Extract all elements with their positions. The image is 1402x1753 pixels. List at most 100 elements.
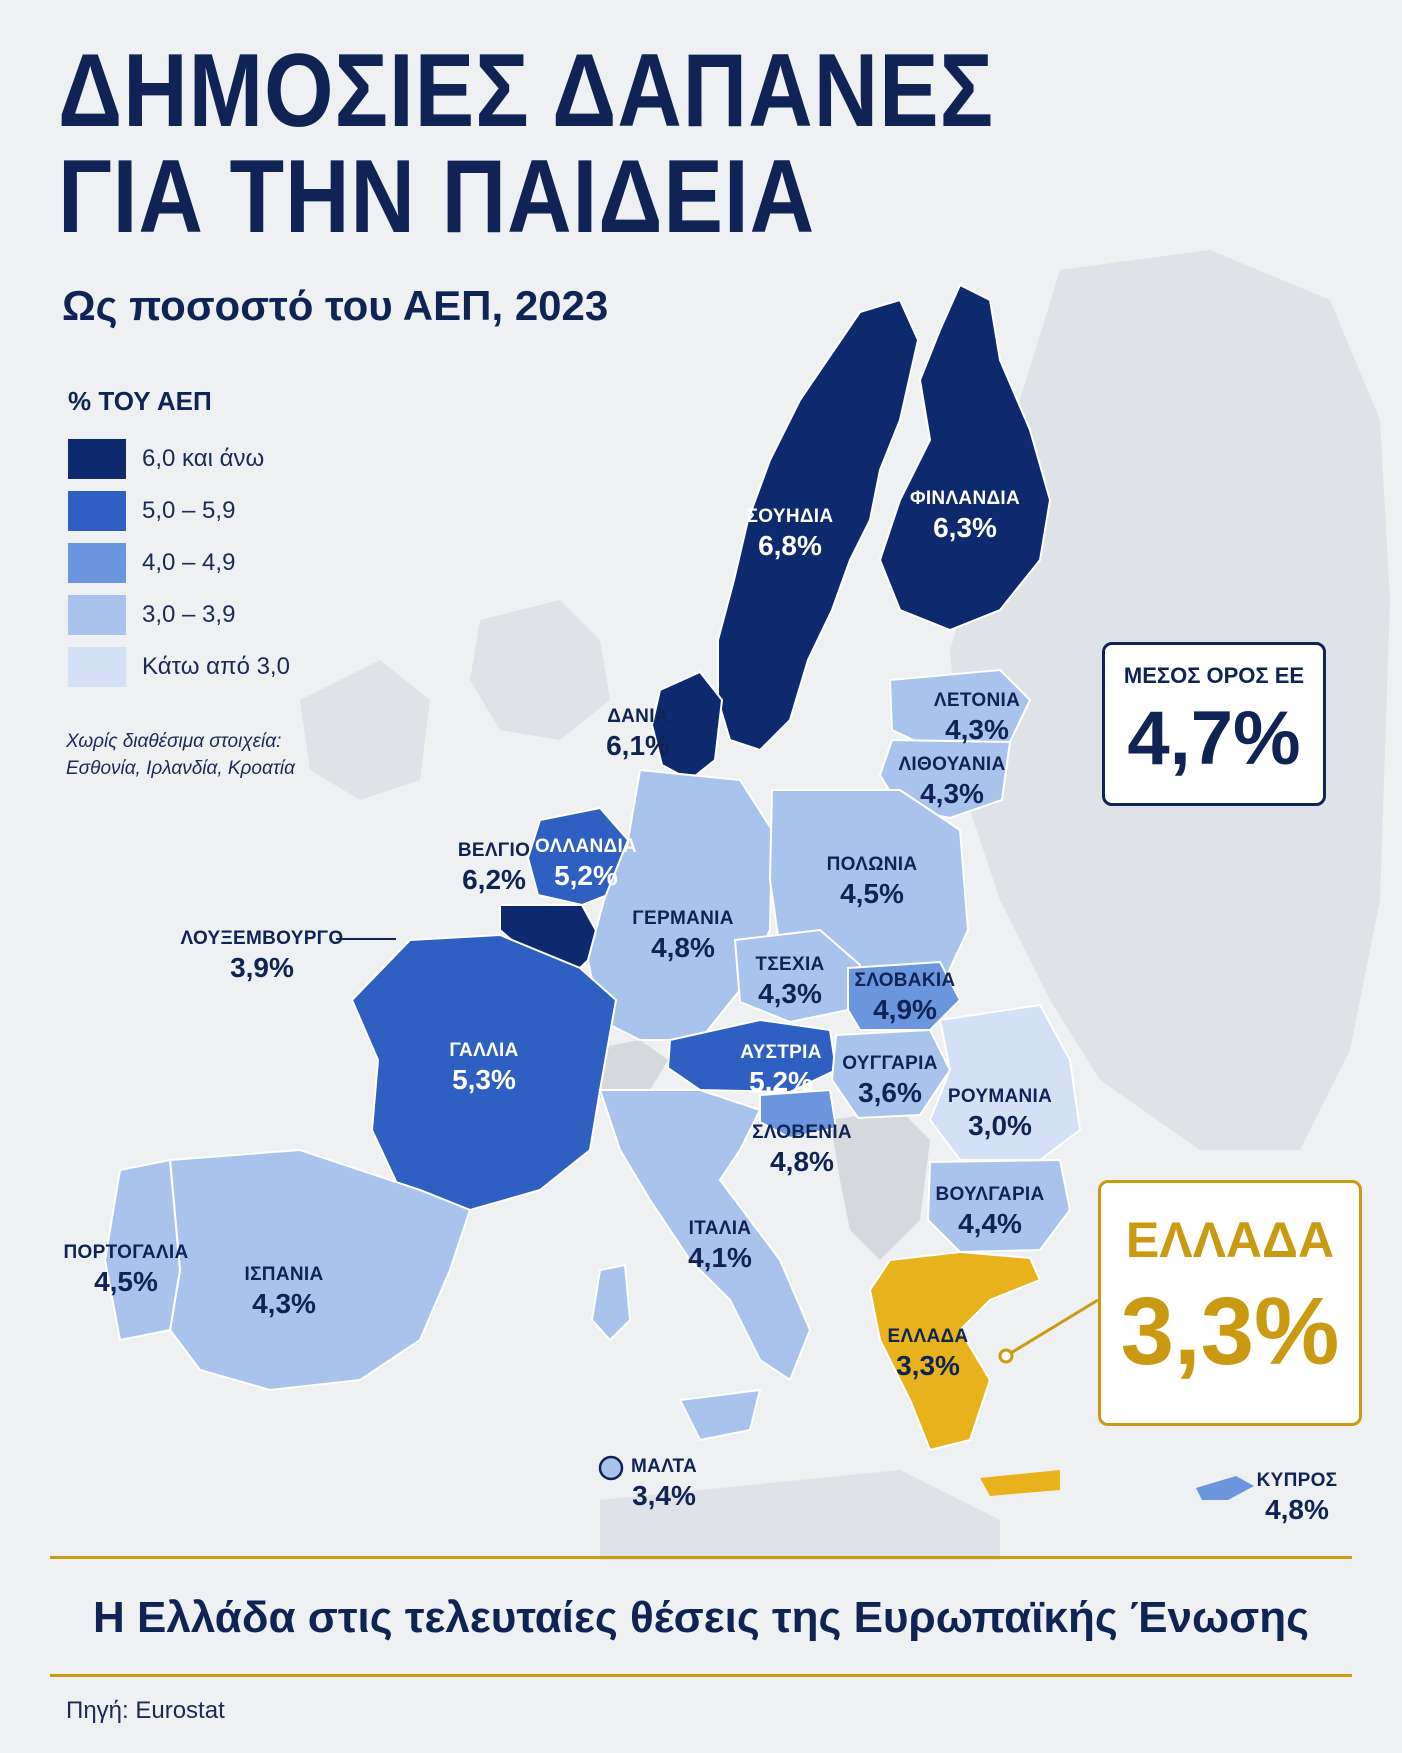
country-value: 6,2% [462,864,526,895]
no-data-note-line-1: Χωρίς διαθέσιμα στοιχεία: [66,731,282,752]
legend: % ΤΟΥ ΑΕΠ 6,0 και άνω 5,0 – 5,9 4,0 – 4,… [68,386,290,693]
country-value: 4,3% [252,1288,316,1319]
no-data-note-line-2: Εσθονία, Ιρλανδία, Κροατία [66,758,295,779]
country-value: 5,2% [554,860,618,891]
legend-swatch [68,543,126,583]
label-slovenia: ΣΛΟΒΕΝΙΑ 4,8% [752,1122,852,1178]
label-cyprus: ΚΥΠΡΟΣ 4,8% [1257,1470,1338,1526]
eu-average-box: ΜΕΣΟΣ ΟΡΟΣ ΕΕ 4,7% [1102,642,1326,806]
country-value: 4,1% [688,1242,752,1273]
region-hungary [830,1028,952,1120]
country-value: 4,8% [1265,1494,1329,1525]
country-value: 6,3% [933,512,997,543]
country-name: ΛΟΥΞΕΜΒΟΥΡΓΟ [180,928,344,949]
legend-swatch [68,491,126,531]
country-name: ΔΑΝΙΑ [607,706,669,727]
legend-swatch [68,595,126,635]
label-luxembourg: ΛΟΥΞΕΜΒΟΥΡΓΟ 3,9% [181,928,344,984]
country-name: ΛΕΤΟΝΙΑ [933,690,1021,711]
country-name: ΠΟΛΩΝΙΑ [826,854,918,875]
eu-average-value: 4,7% [1127,696,1301,781]
country-value: 4,5% [94,1266,158,1297]
source-note: Πηγή: Eurostat [66,1697,225,1724]
region-denmark [650,670,724,782]
eu-average-label: ΜΕΣΟΣ ΟΡΟΣ ΕΕ [1123,663,1305,688]
page-subtitle: Ως ποσοστό του ΑΕΠ, 2023 [62,282,609,329]
country-value: 4,5% [840,878,904,909]
label-netherlands: ΟΛΛΑΝΔΙΑ 5,2% [535,836,637,892]
label-bulgaria: ΒΟΥΛΓΑΡΙΑ 4,4% [935,1184,1044,1240]
label-portugal: ΠΟΡΤΟΓΑΛΙΑ 4,5% [64,1242,189,1298]
legend-label: Κάτω από 3,0 [142,653,290,680]
legend-label: 4,0 – 4,9 [142,549,236,576]
region-france [350,933,618,1212]
country-name: ΓΕΡΜΑΝΙΑ [632,908,734,929]
legend-item: 4,0 – 4,9 [68,537,290,589]
country-value: 3,3% [896,1350,960,1381]
top-divider [50,1556,1352,1559]
footer-headline: Η Ελλάδα στις τελευταίες θέσεις της Ευρω… [93,1593,1309,1642]
country-value: 6,8% [758,530,822,561]
country-value: 6,1% [606,730,670,761]
country-name: ΤΣΕΧΙΑ [755,954,825,975]
legend-label: 6,0 και άνω [142,445,265,472]
country-value: 4,4% [958,1208,1022,1239]
country-name: ΙΣΠΑΝΙΑ [244,1264,324,1285]
country-value: 3,0% [968,1110,1032,1141]
region-italy-sardinia [590,1263,632,1342]
country-name: ΜΑΛΤΑ [630,1456,698,1477]
region-finland [878,283,1052,632]
country-name: ΒΕΛΓΙΟ [457,840,531,861]
greece-highlight-box: ΕΛΛΑΔΑ 3,3% [1098,1180,1362,1426]
legend-swatch [68,647,126,687]
country-value: 4,8% [770,1146,834,1177]
region-italy-sicily [678,1388,762,1442]
region-portugal [103,1158,182,1342]
legend-swatch [68,439,126,479]
label-latvia: ΛΕΤΟΝΙΑ 4,3% [934,690,1020,746]
label-belgium: ΒΕΛΓΙΟ 6,2% [458,840,530,896]
greece-highlight-value: 3,3% [1120,1278,1340,1385]
legend-label: 5,0 – 5,9 [142,497,236,524]
country-value: 3,9% [230,952,294,983]
legend-label: 3,0 – 3,9 [142,601,236,628]
label-spain: ΙΣΠΑΝΙΑ 4,3% [245,1264,324,1320]
country-name: ΙΤΑΛΙΑ [688,1218,752,1239]
country-value: 4,8% [651,932,715,963]
country-name: ΟΥΓΓΑΡΙΑ [842,1053,938,1074]
region-slovenia [759,1088,838,1140]
region-greece [868,1250,1042,1452]
label-hungary: ΟΥΓΓΑΡΙΑ 3,6% [842,1053,938,1109]
region-cyprus [1196,1476,1254,1500]
country-name: ΡΟΥΜΑΝΙΑ [947,1086,1053,1107]
country-value: 5,3% [452,1064,516,1095]
label-finland: ΦΙΝΛΑΝΔΙΑ 6,3% [910,488,1020,544]
label-france: ΓΑΛΛΙΑ 5,3% [449,1040,518,1096]
label-sweden: ΣΟΥΗΔΙΑ 6,8% [747,506,834,562]
legend-item: 3,0 – 3,9 [68,589,290,641]
region-netherlands [526,806,630,907]
country-name: ΛΙΘΟΥΑΝΙΑ [898,754,1006,775]
country-name: ΚΥΠΡΟΣ [1256,1470,1338,1491]
country-name: ΦΙΝΛΑΝΔΙΑ [909,488,1021,509]
label-greece: ΕΛΛΑΔΑ 3,3% [888,1326,969,1382]
label-italy: ΙΤΑΛΙΑ 4,1% [688,1218,752,1274]
label-germany: ΓΕΡΜΑΝΙΑ 4,8% [632,908,733,964]
title-line-1: ΔΗΜΟΣΙΕΣ ΔΑΠΑΝΕΣ [58,33,995,149]
region-bulgaria [926,1158,1072,1254]
legend-item: Κάτω από 3,0 [68,641,290,693]
region-austria [666,1018,838,1094]
country-value: 4,3% [758,978,822,1009]
greece-leader-line [1005,1298,1099,1358]
country-value: 4,3% [945,714,1009,745]
country-name: ΣΛΟΒΕΝΙΑ [752,1122,852,1143]
malta-marker [598,1455,624,1481]
label-lithuania: ΛΙΘΟΥΑΝΙΑ 4,3% [898,754,1005,810]
label-slovakia: ΣΛΟΒΑΚΙΑ 4,9% [855,970,956,1026]
page-title: ΔΗΜΟΣΙΕΣ ΔΑΠΑΝΕΣ ΓΙΑ ΤΗΝ ΠΑΙΔΕΙΑ [58,38,994,250]
legend-title: % ΤΟΥ ΑΕΠ [68,386,212,416]
label-malta: ΜΑΛΤΑ 3,4% [631,1456,697,1512]
legend-item: 6,0 και άνω [68,433,290,485]
country-value: 3,4% [632,1480,696,1511]
